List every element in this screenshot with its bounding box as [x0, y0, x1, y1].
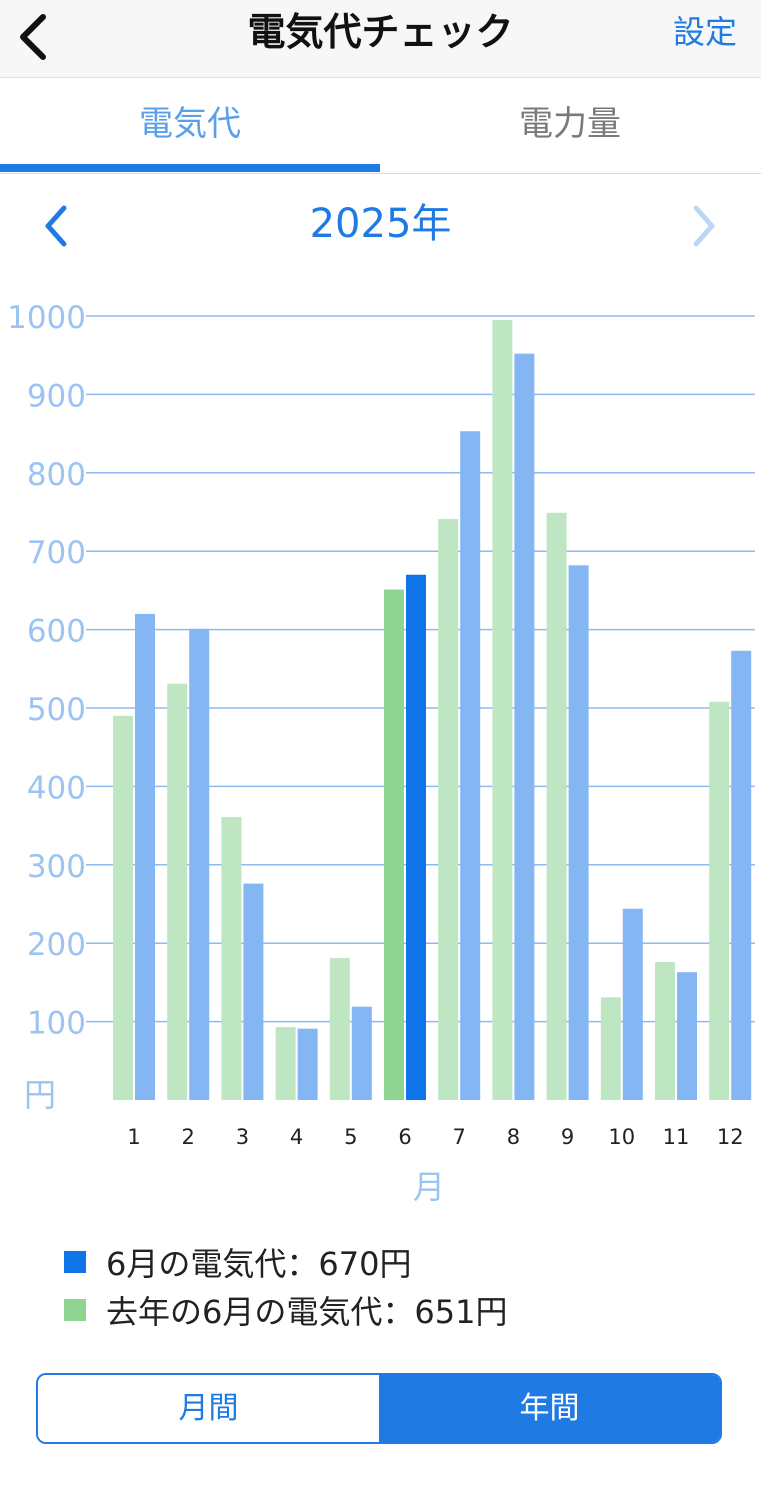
y-tick-label: 400	[27, 770, 86, 806]
previous-year-button[interactable]	[32, 198, 82, 254]
x-tick-label: 9	[561, 1125, 574, 1149]
bar-this-year	[406, 574, 426, 1100]
chevron-left-icon	[45, 205, 67, 247]
period-segmented-control: 月間 年間	[36, 1373, 722, 1444]
legend-swatch-this-year	[64, 1251, 86, 1273]
bar-this-year	[135, 613, 155, 1100]
bar-this-year	[297, 1028, 318, 1100]
legend-swatch-last-year	[64, 1299, 86, 1321]
x-tick-label: 4	[290, 1125, 303, 1149]
x-tick-label: 6	[398, 1125, 411, 1149]
bar-last-year	[384, 589, 404, 1100]
navigation-bar: 電気代チェック 設定	[0, 0, 761, 78]
tab-electricity-cost[interactable]: 電気代	[139, 104, 241, 144]
y-tick-label: 600	[27, 614, 86, 650]
tab-bar: 電気代 電力量	[0, 79, 761, 174]
bar-this-year	[514, 353, 535, 1100]
year-label: 2025年	[309, 201, 452, 247]
bar-last-year	[438, 519, 459, 1100]
y-tick-label: 700	[27, 535, 86, 571]
back-button[interactable]	[14, 10, 54, 64]
bar-last-year	[546, 512, 567, 1100]
y-tick-label: 200	[27, 927, 86, 963]
year-selector: 2025年	[0, 180, 761, 270]
bar-last-year	[275, 1027, 296, 1100]
settings-button[interactable]: 設定	[672, 13, 737, 51]
segment-monthly[interactable]: 月間	[38, 1375, 379, 1442]
x-tick-label: 3	[236, 1125, 249, 1149]
x-tick-label: 5	[344, 1125, 357, 1149]
y-tick-label: 1000	[7, 300, 86, 336]
segment-yearly[interactable]: 年間	[379, 1375, 720, 1442]
bar-this-year	[677, 972, 697, 1100]
legend: 6月の電気代：670円 去年の6月の電気代：651円	[64, 1238, 507, 1334]
y-tick-label: 300	[27, 849, 86, 885]
bar-this-year	[568, 565, 589, 1100]
tab-indicator	[0, 164, 380, 172]
y-tick-label: 900	[27, 378, 86, 414]
bar-last-year	[600, 997, 621, 1100]
bar-last-year	[113, 715, 133, 1100]
bar-this-year	[243, 883, 264, 1100]
bar-last-year	[221, 816, 242, 1100]
x-tick-label: 2	[182, 1125, 195, 1149]
bar-this-year	[731, 650, 752, 1100]
legend-label-last-year: 去年の6月の電気代：651円	[106, 1293, 508, 1331]
x-tick-label: 1	[127, 1125, 140, 1149]
chevron-left-icon	[20, 14, 46, 60]
legend-label-this-year: 6月の電気代：670円	[106, 1245, 412, 1283]
page-title: 電気代チェック	[247, 10, 514, 54]
bar-last-year	[329, 958, 350, 1100]
y-tick-label: 800	[27, 457, 86, 493]
x-tick-label: 10	[608, 1125, 635, 1149]
x-tick-label: 8	[507, 1125, 520, 1149]
bar-last-year	[655, 962, 675, 1100]
bar-this-year	[622, 908, 643, 1100]
x-tick-label: 7	[453, 1125, 466, 1149]
tab-power-usage[interactable]: 電力量	[519, 104, 621, 144]
legend-item-this-year: 6月の電気代：670円	[64, 1238, 507, 1286]
bar-this-year	[460, 431, 481, 1100]
bar-last-year	[167, 683, 188, 1100]
next-year-button[interactable]	[678, 198, 728, 254]
y-axis-label: 円	[24, 1076, 56, 1114]
y-tick-label: 500	[27, 692, 86, 728]
y-tick-label: 100	[27, 1006, 86, 1042]
bar-last-year	[709, 701, 730, 1100]
x-tick-label: 11	[663, 1125, 690, 1149]
x-tick-label: 12	[717, 1125, 744, 1149]
chevron-right-icon	[693, 205, 715, 247]
x-axis-label: 月	[413, 1168, 445, 1206]
bar-this-year	[189, 628, 210, 1100]
legend-item-last-year: 去年の6月の電気代：651円	[64, 1286, 507, 1334]
bar-this-year	[351, 1006, 372, 1100]
bar-last-year	[492, 319, 513, 1100]
